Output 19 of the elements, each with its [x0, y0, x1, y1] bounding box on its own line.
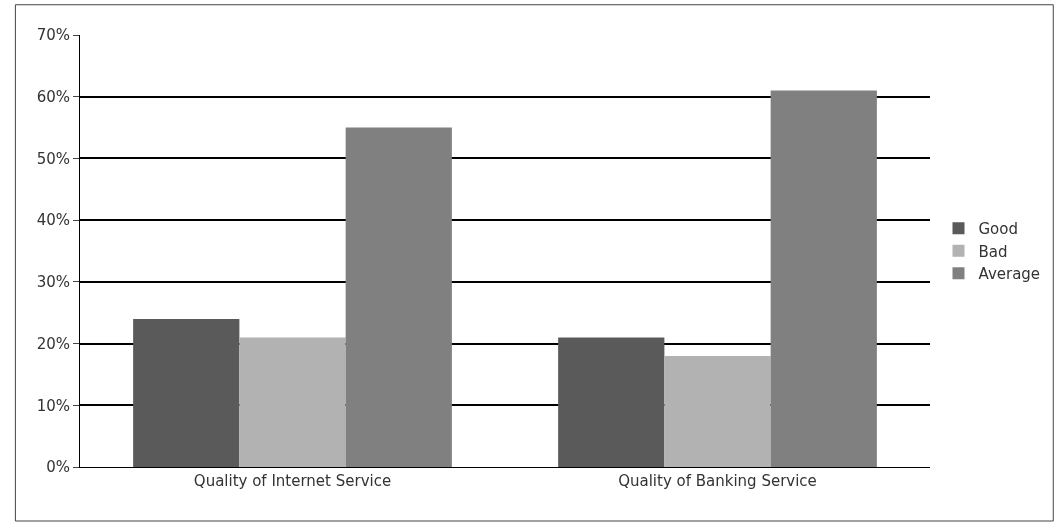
bar — [664, 355, 771, 467]
legend-label: Average — [978, 265, 1041, 284]
x-tick-label: Quality of Internet Service — [193, 472, 392, 490]
y-tick-label: 20% — [36, 334, 70, 353]
y-tick-label: 40% — [36, 211, 70, 230]
x-tick-label: Quality of Banking Service — [618, 472, 817, 490]
y-tick-label: 10% — [36, 396, 70, 415]
legend-label: Bad — [978, 242, 1008, 261]
bar — [558, 337, 665, 467]
legend-label: Good — [978, 220, 1018, 239]
bar — [345, 127, 452, 467]
bar — [133, 318, 240, 467]
y-tick-label: 60% — [36, 87, 70, 106]
y-tick-label: 30% — [36, 273, 70, 292]
y-tick-label: 50% — [36, 149, 70, 168]
y-tick-label: 0% — [46, 458, 70, 477]
bar — [770, 90, 877, 467]
y-tick-label: 70% — [36, 26, 70, 45]
bar — [239, 337, 346, 467]
